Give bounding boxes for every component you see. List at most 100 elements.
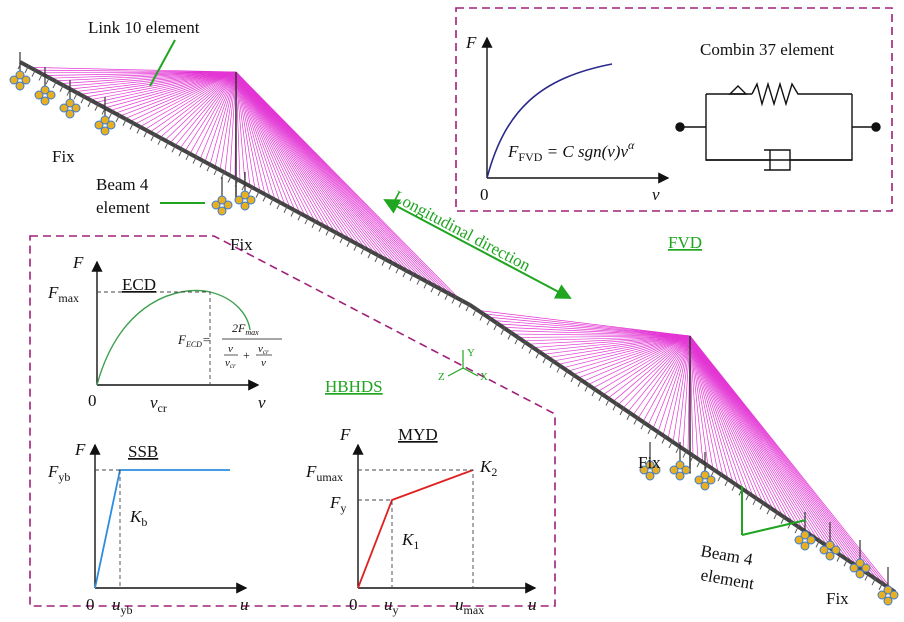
rib	[136, 125, 142, 134]
cable	[174, 71, 237, 146]
cable	[477, 310, 691, 337]
cable	[235, 71, 291, 208]
rib	[360, 246, 366, 255]
rib	[521, 340, 527, 350]
tick-label: vcr	[150, 393, 167, 415]
cable	[219, 71, 237, 171]
cable	[235, 71, 336, 233]
origin-label: 0	[480, 185, 489, 204]
fix-label: Fix	[230, 235, 253, 254]
support-node	[883, 585, 893, 595]
support	[794, 512, 816, 551]
rib	[612, 402, 618, 411]
axis-label: F	[74, 440, 86, 459]
support-node	[806, 535, 816, 545]
rib	[654, 430, 660, 439]
rib	[542, 354, 548, 364]
rib	[38, 72, 44, 81]
rib	[724, 477, 730, 487]
rib	[129, 121, 135, 130]
rib	[500, 326, 506, 335]
cable	[647, 335, 691, 426]
cable	[104, 71, 237, 109]
rib	[675, 444, 681, 454]
support	[34, 67, 56, 106]
cable	[542, 335, 691, 355]
rib	[115, 113, 121, 123]
beam4-label: Beam 4	[96, 175, 149, 194]
support-node	[234, 195, 244, 205]
cable	[139, 71, 237, 128]
rib	[255, 189, 261, 198]
cable	[209, 71, 237, 165]
tick-label: umax	[455, 595, 484, 617]
rib	[682, 449, 688, 458]
rib	[458, 298, 464, 308]
ecd-curve	[96, 289, 251, 386]
slope-label: Kb	[129, 507, 147, 529]
svg-text:FECD=: FECD=	[177, 332, 211, 349]
support-node	[861, 563, 871, 573]
direction-arrow	[383, 199, 572, 299]
cable	[689, 335, 769, 507]
cable	[689, 335, 839, 554]
rib	[171, 144, 177, 153]
rib	[598, 392, 604, 402]
cable	[527, 335, 691, 345]
cable	[689, 335, 714, 470]
cables	[29, 67, 894, 591]
rib	[318, 223, 324, 232]
support-node	[700, 470, 710, 480]
cable	[689, 335, 754, 497]
cable	[39, 71, 237, 74]
cable	[632, 335, 691, 416]
support-node	[645, 460, 655, 470]
cable	[497, 323, 691, 337]
link10-label: Link 10 element	[88, 18, 200, 37]
rib	[591, 387, 597, 397]
cable	[149, 71, 237, 133]
svg-text:v: v	[228, 343, 233, 355]
rib	[80, 94, 86, 104]
cable	[689, 335, 719, 473]
cable	[189, 71, 237, 154]
rib	[843, 558, 849, 567]
cable	[235, 71, 321, 225]
hbhds-label: HBHDS	[325, 377, 383, 396]
support-node	[15, 81, 25, 91]
rib	[745, 491, 751, 501]
rib	[353, 242, 359, 251]
support-node	[240, 190, 250, 200]
hbhds-bg	[31, 237, 554, 605]
axis-label: F	[72, 253, 84, 272]
rib	[626, 411, 632, 420]
cable	[114, 71, 237, 114]
support	[59, 80, 81, 119]
cable	[577, 335, 691, 379]
cable	[235, 71, 286, 206]
fvd-formula: FFVD = C sgn(v)vα	[507, 138, 635, 164]
cable	[689, 335, 729, 480]
cable	[109, 71, 237, 111]
rib	[514, 335, 520, 345]
cable	[597, 335, 691, 392]
axis-z: Z	[438, 371, 445, 383]
rib	[696, 458, 702, 468]
axis-y: Y	[467, 347, 475, 359]
cable	[235, 71, 376, 254]
support	[94, 97, 116, 136]
rib	[108, 109, 114, 119]
cable	[89, 71, 237, 101]
rib	[332, 230, 338, 240]
cable	[119, 71, 237, 117]
axis-x: X	[480, 371, 488, 383]
rib	[640, 420, 646, 430]
cable	[642, 335, 691, 422]
hbhds-box	[29, 235, 556, 607]
rib	[290, 208, 296, 217]
support-node	[217, 206, 227, 216]
rib	[486, 316, 492, 326]
support-node	[889, 590, 899, 600]
rib	[864, 572, 870, 581]
support-node	[883, 596, 893, 606]
